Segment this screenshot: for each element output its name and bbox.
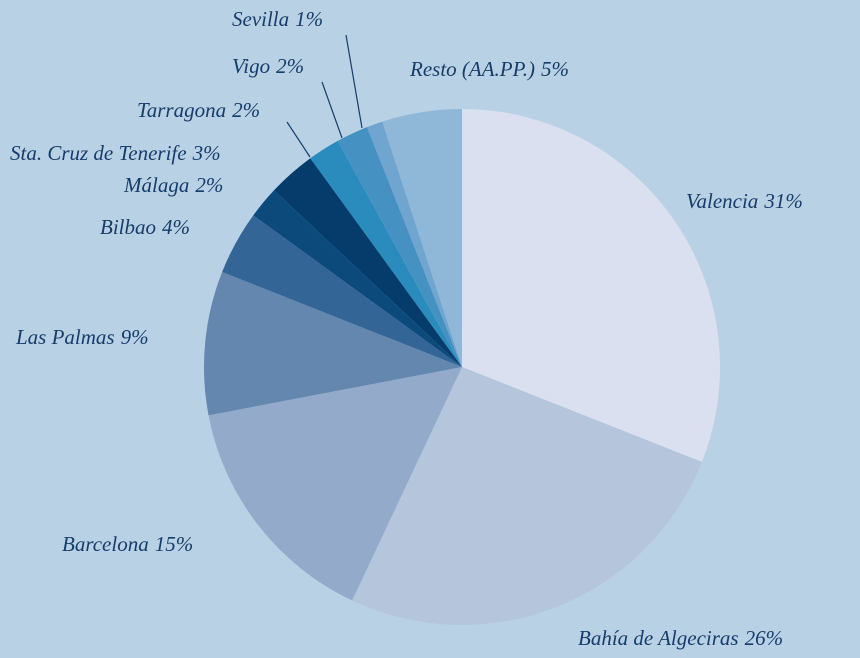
value-label: 15% — [155, 532, 194, 556]
value-label: 9% — [121, 325, 149, 349]
category-name: Bahía de Algeciras — [578, 626, 739, 650]
pie-slice — [382, 109, 462, 367]
pie-slice — [462, 109, 720, 462]
pie-slice — [310, 140, 462, 367]
slice-label: Sta. Cruz de Tenerife 3% — [10, 141, 221, 165]
value-label: 1% — [295, 7, 323, 31]
category-name: Valencia — [686, 189, 758, 213]
leader-line — [321, 81, 343, 139]
slice-label: Bahía de Algeciras 26% — [578, 626, 783, 650]
slice-label: Las Palmas 9% — [15, 325, 149, 349]
value-label: 3% — [192, 141, 221, 165]
pie-slice — [352, 367, 702, 625]
value-label: 2% — [195, 173, 223, 197]
leader-line — [286, 121, 311, 158]
slice-label: Barcelona 15% — [62, 532, 193, 556]
category-name: Tarragona — [137, 98, 226, 122]
category-name: Bilbao — [100, 215, 156, 239]
pie-slice — [367, 121, 462, 368]
value-label: 2% — [232, 98, 260, 122]
slice-label: Málaga 2% — [123, 173, 223, 197]
category-name: Barcelona — [62, 532, 149, 556]
category-name: Sevilla — [232, 7, 289, 31]
value-label: 4% — [162, 215, 190, 239]
pie-slice — [253, 190, 462, 367]
value-label: 26% — [745, 626, 784, 650]
slice-label: Vigo 2% — [232, 54, 304, 78]
category-name: Vigo — [232, 54, 270, 78]
value-label: 2% — [276, 54, 304, 78]
pie-slice — [273, 158, 462, 367]
pie-slice — [203, 272, 462, 416]
pie-slice — [337, 127, 462, 367]
category-name: Las Palmas — [15, 325, 115, 349]
value-label: 5% — [541, 57, 569, 81]
pie-slice — [208, 367, 462, 601]
category-name: Málaga — [123, 173, 189, 197]
slice-label: Bilbao 4% — [100, 215, 190, 239]
slice-label: Valencia 31% — [686, 189, 803, 213]
slice-label: Resto (AA.PP.) 5% — [409, 57, 569, 81]
category-name: Resto (AA.PP.) — [409, 57, 535, 81]
slice-label: Sevilla 1% — [232, 7, 323, 31]
slice-label: Tarragona 2% — [137, 98, 260, 122]
value-label: 31% — [763, 189, 803, 213]
pie-slice — [222, 215, 462, 367]
leader-line — [345, 34, 363, 129]
category-name: Sta. Cruz de Tenerife — [10, 141, 187, 165]
